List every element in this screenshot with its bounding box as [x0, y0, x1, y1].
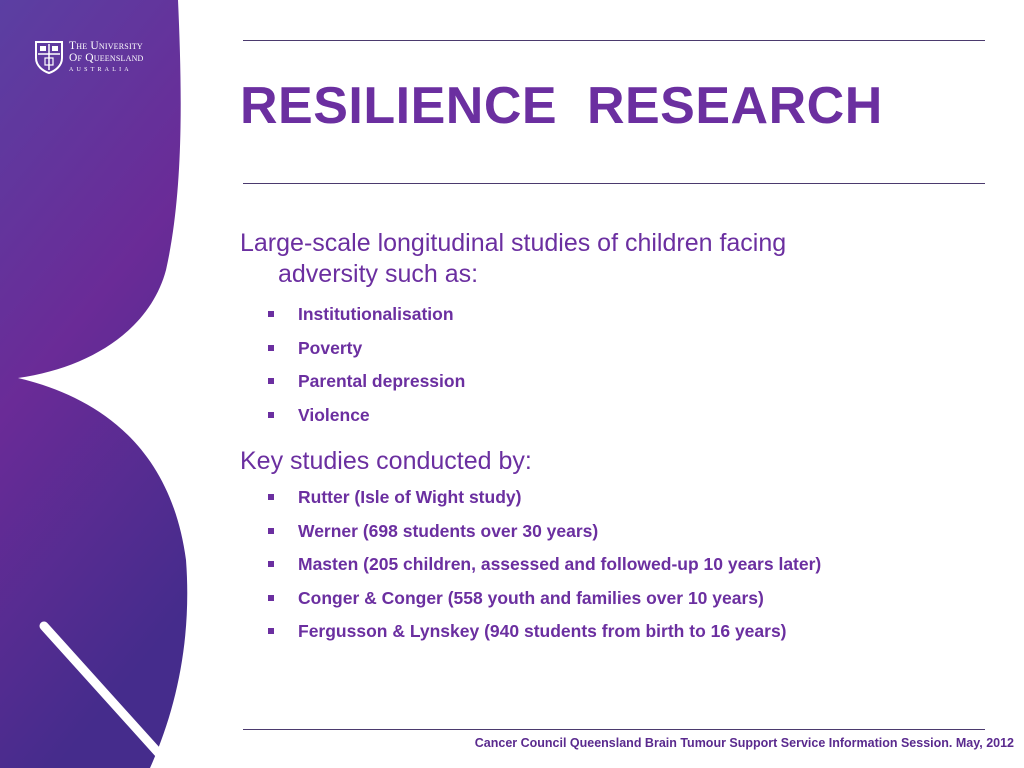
footer-caption: Cancer Council Queensland Brain Tumour S…	[474, 736, 1014, 750]
list-item: Institutionalisation	[240, 298, 980, 332]
side-panel-shape	[0, 0, 188, 768]
list-item-text: Werner (698 students over 30 years)	[298, 520, 599, 541]
list-item-text: Rutter (Isle of Wight study)	[298, 487, 522, 507]
university-logo: The University Of Queensland AUSTRALIA	[34, 40, 144, 74]
list-item-text: Parental depression	[298, 371, 466, 391]
square-bullet-icon	[268, 311, 274, 317]
slide-content: Large-scale longitudinal studies of chil…	[240, 228, 980, 649]
list-item-text: Masten (205 children, assessed and follo…	[298, 554, 822, 574]
list-item: Rutter (Isle of Wight study)	[240, 481, 980, 515]
list-item: Violence	[240, 399, 980, 433]
list-item-text: Fergusson & Lynskey (940 students from b…	[298, 621, 787, 641]
university-wordmark: The University Of Queensland AUSTRALIA	[69, 40, 144, 73]
square-bullet-icon	[268, 628, 274, 634]
square-bullet-icon	[268, 561, 274, 567]
square-bullet-icon	[268, 344, 274, 351]
section-heading-adversity: Large-scale longitudinal studies of chil…	[240, 229, 787, 288]
list-item: Masten (205 children, assessed and follo…	[240, 548, 980, 582]
square-bullet-icon	[268, 411, 274, 418]
square-bullet-icon	[268, 494, 274, 500]
title-divider	[243, 183, 985, 184]
square-bullet-icon	[268, 378, 274, 384]
key-studies-list: Rutter (Isle of Wight study) Werner (698…	[240, 481, 980, 649]
list-item: Poverty	[240, 332, 980, 366]
list-item: Parental depression	[240, 365, 980, 399]
list-item-text: Poverty	[298, 337, 363, 358]
square-bullet-icon	[268, 594, 274, 601]
logo-line-3: AUSTRALIA	[69, 67, 132, 74]
list-item-text: Conger & Conger (558 youth and families …	[298, 587, 764, 608]
top-divider	[243, 40, 985, 41]
list-item: Conger & Conger (558 youth and families …	[240, 582, 980, 616]
footer-divider	[243, 729, 985, 730]
square-bullet-icon	[268, 527, 274, 534]
list-item-text: Violence	[298, 404, 370, 425]
logo-line-1: The University	[69, 40, 143, 53]
list-item-text: Institutionalisation	[298, 304, 454, 324]
university-crest-icon	[35, 41, 63, 74]
logo-line-2: Of Queensland	[69, 52, 144, 65]
decorative-side-panel	[0, 0, 188, 768]
adversity-list: Institutionalisation Poverty Parental de…	[240, 298, 980, 432]
decorative-diagonal-line	[39, 621, 177, 768]
slide-title: RESILIENCE RESEARCH	[240, 77, 883, 135]
section-heading-key-studies: Key studies conducted by:	[240, 447, 532, 475]
list-item: Werner (698 students over 30 years)	[240, 515, 980, 549]
list-item: Fergusson & Lynskey (940 students from b…	[240, 615, 980, 649]
